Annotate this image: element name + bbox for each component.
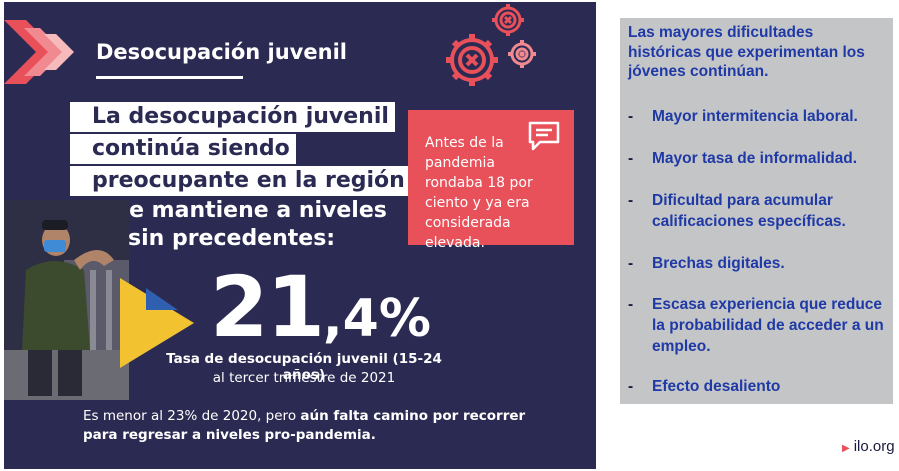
footer-note-plain: Es menor al 23% de 2020, pero [83,408,301,424]
bullet-marker: - [628,108,634,125]
triangle-graphic [120,278,194,368]
bullet-text: Mayor intermitencia laboral. [652,108,858,125]
difficulties-panel: Las mayores dificultades históricas que … [620,18,893,404]
rate-value-integer: 21 [210,258,325,356]
ilo-link-text: ilo.org [853,438,895,455]
bullet-marker: - [628,192,634,209]
bullet-text: Escasa experiencia que reduce la probabi… [652,296,884,355]
unemployment-rate-value: 21,4% [210,258,431,356]
bullet-marker: - [628,255,634,272]
infographic-card: Desocupación juvenil [4,2,596,469]
rate-label: Tasa de desocupación juvenil (15-24 años… [166,351,442,383]
infographic-title: Desocupación juvenil [96,40,347,64]
chevron-arrows-icon [4,20,74,84]
bullet-text: Efecto desaliento [652,378,781,395]
headline-line-2: continúa siendo [70,134,296,164]
rate-value-decimal: ,4% [322,289,431,349]
bullet-text: Mayor tasa de informalidad. [652,150,857,167]
ilo-link[interactable]: ▶ ilo.org [842,438,895,455]
headline-line-3: preocupante en la región [70,166,411,196]
callout-box: Antes de la pandemia rondaba 18 por cien… [408,110,574,251]
bullet-text: Dificultad para acumular calificaciones … [652,192,846,230]
headline-line-1: La desocupación juvenil [70,102,395,132]
headline-line-5: sin precedentes: [128,226,336,251]
bullet-text: Brechas digitales. [652,255,785,272]
young-person-photo [4,200,129,400]
panel-heading: Las mayores dificultades históricas que … [628,24,865,80]
bullet-marker: - [628,150,634,167]
rate-period: al tercer trimestre de 2021 [212,370,396,386]
play-arrow-icon: ▶ [842,443,850,454]
gears-icon [446,4,536,86]
bullet-marker: - [628,296,634,313]
headline-line-4: y se mantiene a niveles [94,198,387,223]
footer-note-bold: aún falta camino por recorrer para regre… [83,408,526,443]
chat-bubble-icon [528,121,560,151]
title-underline [96,76,243,79]
bullet-marker: - [628,378,634,395]
footer-note: Es menor al 23% de 2020, pero aún falta … [83,407,563,445]
callout-text: Antes de la pandemia rondaba 18 por cien… [425,135,533,251]
